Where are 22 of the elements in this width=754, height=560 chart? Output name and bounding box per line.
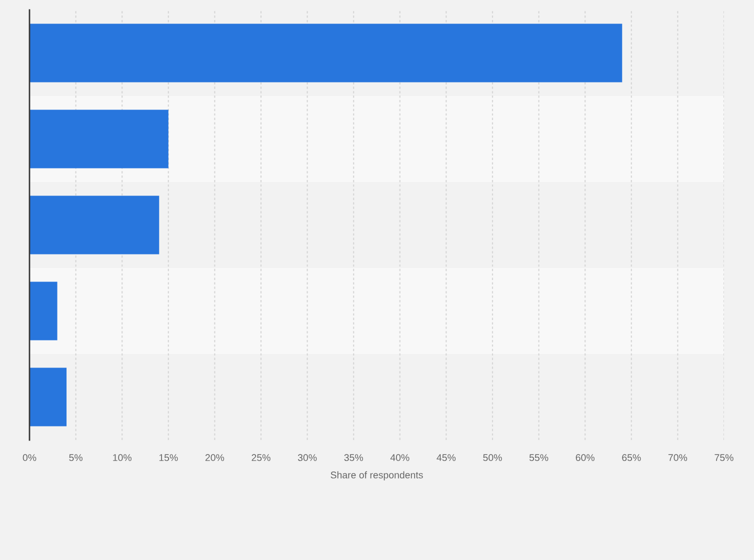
x-tick-label: 20% (205, 454, 224, 462)
x-tick-label: 60% (576, 454, 594, 462)
bar (30, 24, 622, 82)
x-tick-label: 0% (22, 454, 36, 462)
x-tick-label: 15% (159, 454, 178, 462)
x-tick-label: 10% (113, 454, 132, 462)
x-tick-label: 35% (344, 454, 363, 462)
bar (30, 110, 168, 168)
x-tick-label: 5% (69, 454, 82, 462)
x-tick-label: 70% (668, 454, 688, 462)
x-tick-label: 65% (622, 454, 641, 462)
x-tick-label: 55% (529, 454, 548, 462)
x-tick-label: 25% (252, 454, 270, 462)
x-tick-label: 30% (298, 454, 317, 462)
x-tick-label: 40% (390, 454, 410, 462)
bar (30, 282, 58, 340)
bar (30, 196, 160, 254)
x-axis-title: Share of respondents (330, 471, 423, 480)
x-tick-label: 50% (483, 454, 502, 462)
x-tick-label: 75% (714, 454, 734, 462)
x-tick-label: 45% (436, 454, 456, 462)
bar (30, 368, 67, 426)
